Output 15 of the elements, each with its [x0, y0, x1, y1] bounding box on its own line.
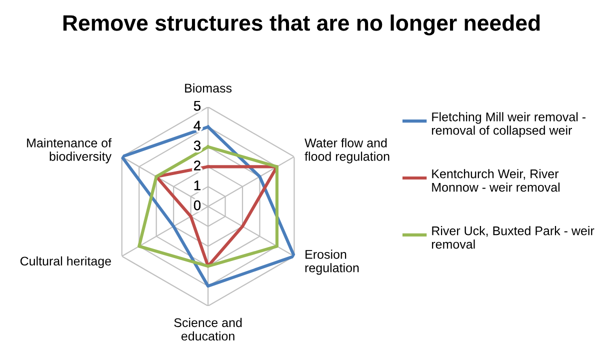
y-tick-label: 0 [194, 200, 201, 210]
y-tick-label: 3 [194, 140, 200, 151]
chart-title: Remove structures that are no longer needed [63, 14, 540, 36]
y-tick-label: 4 [194, 120, 201, 130]
spoke-label: Erosion regulation [305, 250, 359, 275]
y-tick-label: 5 [194, 101, 201, 111]
spoke-label: Maintenance of biodiversity [27, 138, 112, 164]
legend-label: Fletching Mill weir removal - removal of collapsed weir [432, 112, 586, 138]
y-tick-label: 1 [194, 180, 200, 190]
spoke-label: Biomass [185, 83, 232, 93]
legend-label: Kentchurch Weir, River Monnow - weir removal [432, 169, 560, 192]
spoke-label: Science and education [174, 318, 242, 341]
spoke-label: Cultural heritage [20, 256, 111, 268]
spoke-label: Water flow and flood regulation [304, 138, 390, 164]
legend-label: River Uck, Buxted Park - weir removal [432, 226, 594, 249]
